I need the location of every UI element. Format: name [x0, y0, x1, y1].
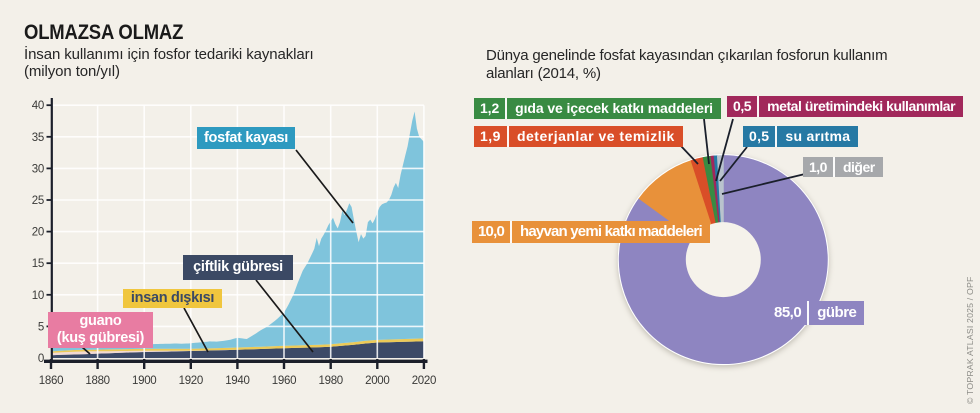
svg-text:2000: 2000	[365, 375, 389, 387]
svg-text:15: 15	[32, 258, 44, 270]
svg-text:20: 20	[32, 227, 44, 239]
svg-text:1980: 1980	[319, 375, 343, 387]
svg-text:1900: 1900	[132, 375, 156, 387]
svg-text:1920: 1920	[179, 375, 203, 387]
svg-text:2020: 2020	[412, 375, 436, 387]
svg-text:10: 10	[32, 290, 44, 302]
svg-text:25: 25	[32, 195, 44, 207]
svg-text:35: 35	[32, 132, 44, 144]
svg-text:40: 40	[32, 100, 44, 112]
svg-text:1880: 1880	[85, 375, 109, 387]
svg-text:5: 5	[38, 321, 44, 333]
svg-text:1960: 1960	[272, 375, 296, 387]
svg-text:1860: 1860	[39, 375, 63, 387]
svg-text:30: 30	[32, 163, 44, 175]
svg-text:0: 0	[38, 353, 44, 365]
svg-text:1940: 1940	[225, 375, 249, 387]
